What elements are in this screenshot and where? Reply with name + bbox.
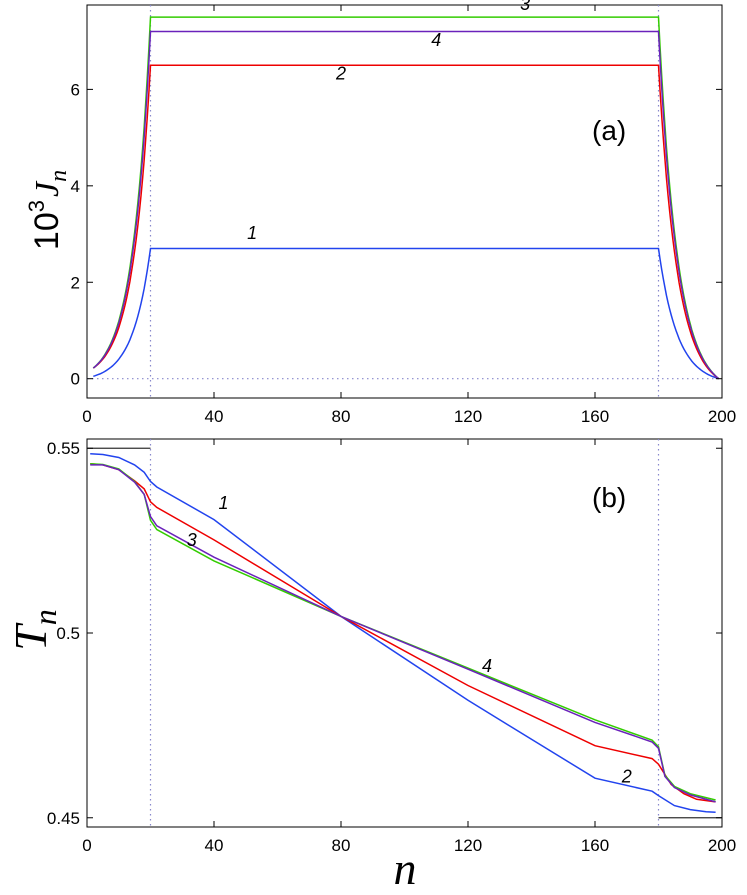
panel-a-curves [92, 16, 720, 380]
x-tick-label: 200 [708, 407, 736, 426]
x-tick-label: 200 [708, 836, 736, 855]
x-tick-label: 40 [205, 407, 224, 426]
panel-b-curve-labels: 1 2 3 4 [187, 493, 632, 786]
x-tick-label: 160 [581, 836, 609, 855]
series-3-label: 3 [187, 530, 197, 550]
ylabel-symbol: T [5, 622, 56, 651]
panel-a-label: (a) [592, 115, 626, 146]
panel-b: 0 40 80 120 160 200 0.45 0.5 0.55 1 2 3 4 (b) Tn n [5, 438, 736, 894]
x-tick-label: 0 [82, 836, 91, 855]
x-tick-label: 80 [332, 836, 351, 855]
panel-a-curve-labels: 1 2 3 4 [247, 0, 530, 243]
y-tick-label: 0.5 [56, 624, 80, 643]
panel-b-ticks: 0 40 80 120 160 200 0.45 0.5 0.55 [47, 439, 736, 855]
series-2-line [90, 463, 716, 803]
panel-b-y-axis-title: Tn [5, 609, 63, 651]
y-tick-label: 2 [71, 273, 80, 292]
series-4-label: 4 [482, 656, 492, 676]
x-tick-label: 80 [332, 407, 351, 426]
panel-b-label: (b) [592, 482, 626, 513]
panel-a-y-axis-title: 103 Jn [24, 170, 72, 250]
series-1-line [93, 247, 720, 380]
y-tick-label: 0 [71, 370, 80, 389]
x-tick-label: 120 [454, 407, 482, 426]
ylabel-symbol: J [29, 180, 66, 197]
ylabel-subscript: n [46, 170, 72, 182]
panel-b-x-axis-title: n [394, 843, 417, 894]
panel-b-curves [90, 453, 716, 813]
series-2-line [92, 64, 720, 380]
series-4-line [90, 464, 716, 803]
series-3-line [90, 463, 716, 801]
series-1-label: 1 [247, 223, 257, 243]
panel-a-frame [86, 4, 723, 399]
y-tick-label: 0.55 [47, 439, 80, 458]
ylabel-exponent: 3 [24, 200, 49, 212]
y-tick-label: 0.45 [47, 809, 80, 828]
series-4-label: 4 [431, 30, 441, 50]
panel-a-ticks: 0 40 80 120 160 200 0 2 4 6 [71, 5, 736, 426]
series-2-label: 2 [621, 767, 632, 787]
series-3-label: 3 [520, 0, 530, 14]
ylabel-prefix: 10 [28, 212, 66, 250]
x-tick-label: 0 [82, 407, 91, 426]
series-3-line [92, 16, 720, 380]
series-1-label: 1 [219, 493, 229, 513]
y-tick-label: 4 [71, 177, 80, 196]
panel-b-reference-lines [87, 439, 722, 827]
y-tick-label: 6 [71, 80, 80, 99]
x-tick-label: 160 [581, 407, 609, 426]
x-tick-label: 120 [454, 836, 482, 855]
series-2-label: 2 [335, 64, 346, 84]
ylabel-subscript: n [27, 609, 63, 625]
panel-a-reference-lines [87, 5, 722, 398]
x-tick-label: 40 [205, 836, 224, 855]
series-4-line [92, 30, 720, 380]
